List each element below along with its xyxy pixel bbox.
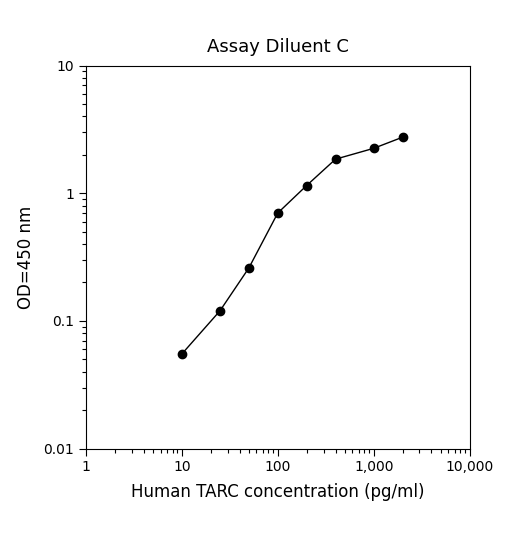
Title: Assay Diluent C: Assay Diluent C — [207, 38, 348, 56]
Y-axis label: OD=450 nm: OD=450 nm — [17, 206, 35, 309]
X-axis label: Human TARC concentration (pg/ml): Human TARC concentration (pg/ml) — [131, 482, 425, 501]
